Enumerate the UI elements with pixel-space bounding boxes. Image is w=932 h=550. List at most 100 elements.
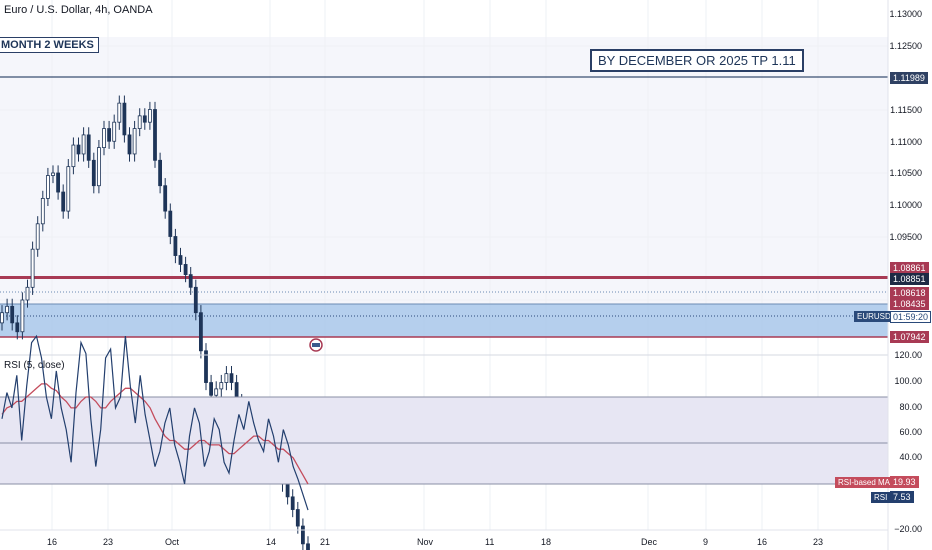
rsi-pane [0, 334, 888, 511]
candle-body [0, 312, 4, 324]
current-price-label: 1.08435 [890, 298, 929, 310]
candle-body [66, 166, 71, 212]
candle-body [224, 373, 229, 383]
candle-body [285, 483, 290, 498]
candle-body [295, 509, 300, 527]
rsi-tick: 80.00 [899, 402, 922, 412]
candle-body [30, 248, 35, 288]
symbol-tag: EURUSD [854, 311, 894, 322]
candle-body [107, 128, 111, 142]
time-tick: 16 [757, 537, 768, 547]
red-bottom-price-label: 1.08851 [890, 273, 929, 285]
candle-body [35, 223, 40, 250]
candle-body [56, 172, 60, 193]
candle-body [306, 543, 310, 550]
candle-body [209, 382, 214, 396]
time-tick: 14 [266, 537, 277, 547]
candle-body [158, 159, 163, 187]
candle-body [214, 388, 219, 396]
red-top-price-label: 1.08861 [890, 262, 929, 274]
time-tick: 9 [703, 537, 709, 547]
candle-body [173, 236, 178, 256]
time-tick: 18 [541, 537, 552, 547]
rsi-tick: 100.00 [894, 376, 922, 386]
rsi-title: RSI (5, close) [4, 360, 65, 371]
price-tick: 1.10000 [889, 200, 922, 210]
annotation-target-box[interactable]: BY DECEMBER OR 2025 TP 1.11 [590, 49, 804, 72]
time-tick: 16 [47, 537, 58, 547]
candle-body [97, 147, 101, 187]
candle-body [188, 274, 193, 288]
countdown-label: 01:59:20 [890, 311, 932, 323]
annotation-month-box[interactable]: MONTH 2 WEEKS [0, 37, 99, 53]
time-tick: Nov [417, 537, 434, 547]
support-price-label: 1.07942 [890, 331, 929, 343]
candle-body [153, 109, 157, 161]
candle-body [76, 144, 81, 155]
rsi-ma-tag: RSI-based MA [835, 477, 894, 488]
candle-body [168, 210, 173, 237]
candle-body [117, 102, 122, 123]
time-tick: 21 [320, 537, 331, 547]
candle-body [183, 264, 188, 276]
price-tick: 1.11500 [890, 105, 922, 115]
candle-body [91, 159, 96, 187]
rsi-tag: RSI [871, 492, 891, 503]
rsi-tick: −20.00 [894, 524, 922, 534]
candle-body [127, 134, 132, 155]
candle-body [86, 134, 91, 161]
candle-body [290, 496, 295, 510]
dotted-price-label: 1.08618 [890, 287, 929, 299]
chart-title: Euro / U.S. Dollar, 4h, OANDA [4, 4, 153, 16]
candle-body [193, 286, 198, 314]
candle-body [147, 109, 152, 123]
price-tick: 1.09500 [889, 232, 922, 242]
time-tick: 11 [485, 537, 495, 547]
candle-body [61, 191, 66, 212]
main-pane [0, 0, 888, 550]
candle-body [137, 115, 142, 129]
rsi-value: 7.53 [890, 491, 914, 503]
price-tick: 1.13000 [889, 9, 922, 19]
candle-body [112, 121, 117, 142]
red-zone [0, 276, 888, 279]
candle-body [132, 128, 137, 155]
zone-top-bg [0, 15, 888, 37]
range-band [0, 37, 888, 337]
candle-body [229, 373, 234, 383]
candle-body [51, 172, 55, 176]
price-tick: 1.10500 [889, 168, 922, 178]
candle-body [102, 128, 106, 149]
candle-body [219, 382, 224, 390]
candle-body [5, 305, 9, 314]
candle-body [198, 312, 203, 352]
rsi-tick: 40.00 [899, 452, 922, 462]
event-flag-inner [312, 343, 320, 347]
candle-body [122, 102, 127, 136]
price-tick: 1.12500 [889, 41, 922, 51]
candle-body [204, 350, 208, 383]
rsi-line [1, 334, 309, 511]
candle-body [300, 525, 305, 545]
candle-body [178, 255, 183, 265]
candle-body [25, 286, 30, 301]
candle-body [71, 144, 76, 168]
candle-body [10, 305, 15, 324]
rsi-tick: 120.00 [894, 350, 922, 360]
candle-body [142, 115, 147, 123]
time-tick: 23 [813, 537, 824, 547]
resistance-price-label: 1.11989 [890, 72, 928, 84]
candle-body [81, 134, 86, 155]
rsi-band [0, 397, 888, 484]
support-zone [0, 304, 888, 337]
candle-body [163, 185, 168, 212]
candle-body [46, 175, 50, 199]
rsi-tick: 60.00 [899, 427, 922, 437]
candle-body [15, 322, 20, 333]
candle-body [20, 299, 25, 333]
candle-body [40, 197, 45, 225]
price-tick: 1.11000 [890, 137, 922, 147]
rsi-ma-value: 19.93 [890, 476, 919, 488]
time-tick: 23 [103, 537, 114, 547]
